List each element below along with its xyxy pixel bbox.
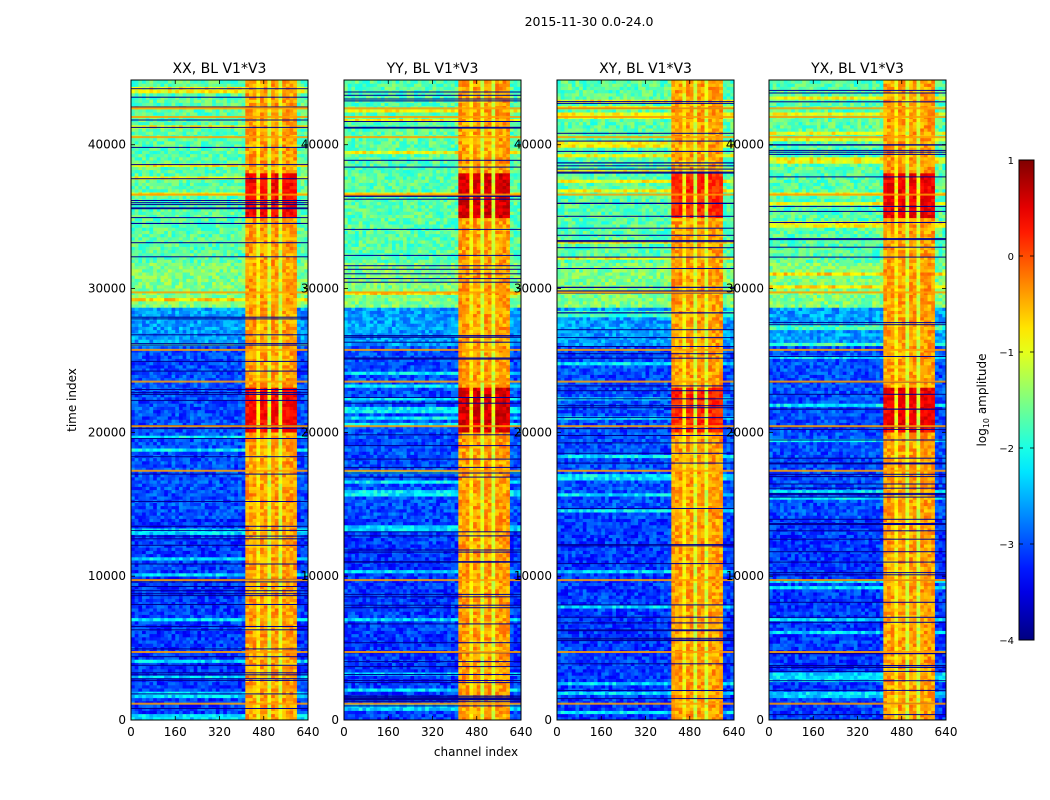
y-tick-label: 20000	[88, 425, 126, 439]
heatmap-panel-1: YY, BL V1*V3 0 160 320 480 640 0 10000 20000 3000…	[301, 61, 533, 739]
colorbar-tick-label: −4	[999, 636, 1014, 647]
y-tick-label: 30000	[726, 282, 764, 296]
y-tick-label: 40000	[88, 138, 126, 152]
x-tick-label: 0	[127, 725, 135, 739]
y-tick-label: 40000	[301, 138, 339, 152]
y-tick-label: 20000	[726, 425, 764, 439]
y-tick-label: 30000	[88, 282, 126, 296]
x-tick-label: 320	[846, 725, 869, 739]
y-tick-label: 10000	[726, 569, 764, 583]
heatmap-image	[344, 80, 521, 720]
x-tick-label: 480	[678, 725, 701, 739]
chart-suptitle: 2015-11-30 0.0-24.0	[525, 14, 654, 29]
y-tick-label: 30000	[301, 282, 339, 296]
y-tick-label: 40000	[514, 138, 552, 152]
x-tick-label: 640	[510, 725, 533, 739]
x-tick-label: 480	[890, 725, 913, 739]
colorbar-tick-label: −2	[999, 444, 1014, 455]
x-axis-label: channel index	[434, 745, 518, 759]
panel-title: XX, BL V1*V3	[173, 61, 267, 77]
x-tick-label: 0	[553, 725, 561, 739]
x-tick-label: 320	[634, 725, 657, 739]
y-tick-label: 0	[756, 713, 764, 727]
x-tick-label: 160	[377, 725, 400, 739]
x-tick-label: 320	[208, 725, 231, 739]
heatmap-image	[131, 80, 308, 720]
colorbar-gradient	[1018, 159, 1035, 641]
colorbar-tick-label: 1	[1008, 156, 1014, 167]
colorbar-label: log10 amplitude	[975, 354, 991, 447]
heatmap-panel-3: YX, BL V1*V3 0 160 320 480 640 0 10000 20000 3000…	[726, 61, 958, 739]
x-tick-label: 480	[252, 725, 275, 739]
heatmap-image	[557, 80, 734, 720]
y-tick-label: 10000	[514, 569, 552, 583]
y-tick-label: 20000	[301, 425, 339, 439]
heatmap-panels: XX, BL V1*V3 0 160 320 480 640 0 10000 20000 3000…	[88, 61, 958, 739]
panel-title: YX, BL V1*V3	[810, 61, 904, 77]
y-tick-label: 0	[544, 713, 552, 727]
y-tick-label: 10000	[301, 569, 339, 583]
panel-title: YY, BL V1*V3	[386, 61, 479, 77]
x-tick-label: 480	[465, 725, 488, 739]
x-tick-label: 640	[297, 725, 320, 739]
x-tick-label: 160	[802, 725, 825, 739]
y-tick-label: 20000	[514, 425, 552, 439]
x-tick-label: 0	[765, 725, 773, 739]
y-tick-label: 10000	[88, 569, 126, 583]
y-tick-label: 40000	[726, 138, 764, 152]
x-tick-label: 320	[421, 725, 444, 739]
heatmap-image	[769, 80, 946, 720]
colorbar: 1 0 −1 −2 −3 −4	[999, 156, 1035, 647]
colorbar-tick-label: 0	[1008, 252, 1014, 263]
heatmap-panel-2: XY, BL V1*V3 0 160 320 480 640 0 10000 20000 3000…	[514, 61, 746, 739]
x-tick-label: 640	[935, 725, 958, 739]
heatmap-panel-0: XX, BL V1*V3 0 160 320 480 640 0 10000 20000 3000…	[88, 61, 320, 739]
x-tick-label: 0	[340, 725, 348, 739]
panel-title: XY, BL V1*V3	[599, 61, 692, 77]
colorbar-tick-label: −3	[999, 540, 1014, 551]
x-tick-label: 640	[723, 725, 746, 739]
colorbar-tick-label: −1	[999, 348, 1014, 359]
x-tick-label: 160	[164, 725, 187, 739]
x-tick-label: 160	[590, 725, 613, 739]
y-tick-label: 0	[331, 713, 339, 727]
y-tick-label: 30000	[514, 282, 552, 296]
y-tick-label: 0	[118, 713, 126, 727]
y-axis-label: time index	[65, 368, 79, 432]
